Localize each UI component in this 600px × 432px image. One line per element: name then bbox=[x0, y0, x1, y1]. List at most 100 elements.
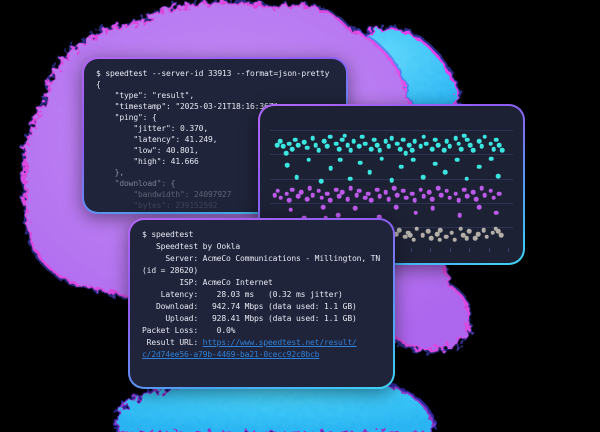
scatter-dot bbox=[412, 198, 418, 203]
scatter-dot bbox=[426, 229, 431, 234]
terminal-line: "high": 41.666 bbox=[96, 157, 199, 166]
scatter-dot bbox=[287, 198, 292, 203]
scatter-dot bbox=[295, 194, 301, 199]
scatter-dot bbox=[462, 187, 467, 192]
terminal-line: "timestamp": "2025-03-21T18:16:36Z", bbox=[96, 102, 283, 111]
scatter-dot bbox=[464, 235, 470, 241]
scatter-dot bbox=[476, 164, 482, 169]
scatter-dot bbox=[454, 157, 460, 163]
scatter-dot bbox=[348, 185, 353, 191]
terminal-json-text: $ speedtest --server-id 33913 --format=j… bbox=[84, 59, 346, 212]
scatter-dot bbox=[452, 237, 457, 242]
scatter-dot bbox=[467, 142, 473, 148]
scatter-dot bbox=[304, 145, 310, 150]
scatter-dot bbox=[310, 192, 316, 198]
scatter-dot bbox=[430, 206, 436, 211]
result-url-link[interactable]: c/2d74ee56-a79b-4469-ba21-0cecc92c8bcb bbox=[142, 350, 320, 359]
scatter-dot bbox=[365, 191, 371, 196]
scatter-dot bbox=[482, 134, 488, 140]
scatter-dot bbox=[443, 234, 449, 240]
gridline bbox=[270, 130, 513, 132]
scatter-dot bbox=[430, 146, 435, 152]
scatter-dot bbox=[421, 194, 426, 199]
scatter-dot bbox=[488, 188, 493, 194]
scatter-dot bbox=[447, 144, 453, 149]
scatter-dot bbox=[465, 137, 470, 142]
scatter-dot bbox=[392, 185, 397, 191]
scatter-dot bbox=[288, 207, 293, 213]
scatter-dot bbox=[412, 138, 418, 144]
scatter-dot bbox=[357, 144, 362, 149]
scatter-dot bbox=[325, 191, 330, 196]
scatter-dot bbox=[476, 204, 482, 210]
scatter-dot bbox=[406, 142, 412, 148]
scatter-dot bbox=[479, 185, 485, 191]
scatter-dot bbox=[414, 226, 420, 231]
scatter-dot bbox=[374, 187, 380, 192]
scatter-dot bbox=[298, 189, 304, 195]
terminal-line: "bytes": 239152592 bbox=[96, 201, 218, 210]
scatter-dot bbox=[301, 215, 307, 221]
scatter-dot bbox=[306, 157, 312, 163]
scatter-dot bbox=[316, 148, 321, 153]
terminal-line: Upload: 928.41 Mbps (data used: 1.1 GB) bbox=[142, 314, 357, 323]
terminal-line: Packet Loss: 0.0% bbox=[142, 326, 236, 335]
result-url-link[interactable]: https://www.speedtest.net/result/ bbox=[202, 338, 357, 347]
scatter-dot bbox=[496, 229, 501, 234]
scatter-dot bbox=[336, 146, 342, 152]
scatter-dot bbox=[272, 192, 278, 198]
scatter-dot bbox=[473, 196, 479, 202]
scatter-dot bbox=[470, 189, 476, 195]
gridline bbox=[270, 154, 513, 156]
scatter-dot bbox=[400, 188, 406, 194]
scatter-dot bbox=[424, 141, 429, 146]
scatter-dot bbox=[432, 137, 438, 142]
scatter-dot bbox=[491, 195, 496, 200]
scatter-dot bbox=[362, 141, 368, 146]
scatter-dot bbox=[323, 215, 329, 221]
scatter-dot bbox=[394, 204, 399, 210]
scatter-dot bbox=[336, 194, 342, 199]
scatter-dot bbox=[345, 142, 351, 148]
scatter-dot bbox=[360, 134, 365, 140]
scatter-dot bbox=[383, 189, 388, 195]
scatter-dot bbox=[395, 141, 400, 146]
terminal-line: $ speedtest bbox=[142, 230, 194, 239]
scatter-dot bbox=[490, 230, 495, 236]
terminal-line: Result URL: https://www.speedtest.net/re… bbox=[142, 338, 357, 347]
x-axis-tick bbox=[430, 247, 432, 252]
scatter-dot bbox=[394, 231, 399, 237]
scatter-dot bbox=[290, 187, 295, 192]
scatter-dot bbox=[434, 231, 440, 237]
scatter-dot bbox=[379, 156, 385, 161]
scatter-dot bbox=[397, 146, 403, 152]
terminal-speedtest-viewport: $ speedtest Speedtest by Ookla Server: A… bbox=[130, 220, 393, 387]
scatter-dot bbox=[284, 162, 290, 168]
scatter-dot bbox=[342, 133, 348, 138]
scatter-dot bbox=[284, 191, 289, 196]
scatter-dot bbox=[441, 148, 447, 153]
scatter-dot bbox=[442, 169, 448, 175]
terminal-line: "jitter": 0.370, bbox=[96, 124, 208, 133]
scatter-dot bbox=[402, 234, 408, 240]
scatter-dot bbox=[493, 210, 499, 215]
scatter-dot bbox=[335, 212, 341, 218]
scatter-dot bbox=[295, 142, 301, 148]
scatter-dot bbox=[371, 137, 377, 142]
scatter-dot bbox=[294, 175, 300, 180]
scatter-dot bbox=[444, 138, 450, 144]
scatter-dot bbox=[274, 142, 280, 148]
scatter-dot bbox=[494, 137, 499, 142]
scatter-dot bbox=[321, 204, 326, 210]
scatter-dot bbox=[352, 206, 358, 211]
terminal-line: Speedtest by Ookla bbox=[142, 242, 240, 251]
scatter-dot bbox=[430, 196, 435, 202]
scatter-dot bbox=[432, 161, 438, 167]
scatter-dot bbox=[457, 212, 462, 218]
scatter-dot bbox=[327, 198, 333, 203]
scatter-dot bbox=[322, 138, 327, 144]
scatter-dot bbox=[481, 227, 487, 233]
scatter-dot bbox=[318, 179, 324, 184]
terminal-line: }, bbox=[96, 168, 124, 177]
